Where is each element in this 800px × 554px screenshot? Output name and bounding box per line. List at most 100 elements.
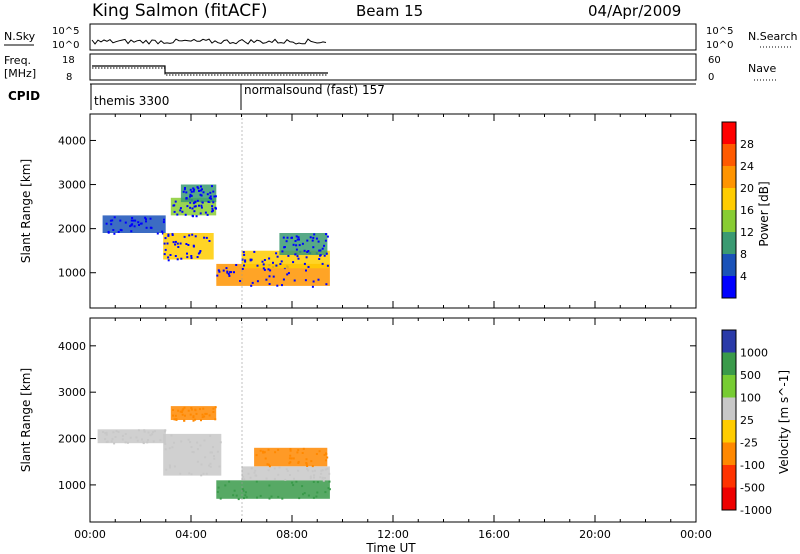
power-speckle xyxy=(174,255,177,257)
power-speckle xyxy=(169,254,172,256)
velocity-speckle xyxy=(297,449,300,452)
velocity-speckle xyxy=(213,457,216,460)
velocity-speckle xyxy=(214,418,217,421)
velocity-speckle xyxy=(277,473,280,476)
power-speckle xyxy=(315,237,318,240)
velocity-speckle xyxy=(106,440,109,443)
velocity-colorbar-swatch xyxy=(722,397,736,420)
power-speckle xyxy=(318,249,321,252)
velocity-speckle xyxy=(126,441,129,444)
power-speckle xyxy=(196,256,199,258)
velocity-speckle xyxy=(268,465,271,468)
power-colorbar-tick: 16 xyxy=(740,204,754,217)
velocity-speckle xyxy=(211,451,213,454)
power-speckle xyxy=(193,201,196,204)
power-speckle xyxy=(171,233,174,236)
power-speckle xyxy=(241,267,244,270)
power-speckle xyxy=(192,190,195,193)
velocity-speckle xyxy=(285,468,288,471)
power-speckle xyxy=(198,190,200,192)
power-speckle xyxy=(186,205,189,208)
velocity-speckle xyxy=(306,467,309,470)
power-speckle xyxy=(113,216,116,219)
power-colorbar-swatch xyxy=(722,210,736,232)
power-speckle xyxy=(183,235,186,238)
power-speckle xyxy=(173,210,176,213)
power-speckle xyxy=(305,269,307,272)
velocity-speckle xyxy=(292,484,295,487)
velocity-speckle xyxy=(241,488,244,491)
power-speckle xyxy=(205,236,208,239)
velocity-speckle xyxy=(305,458,308,461)
power-speckle xyxy=(134,219,137,222)
power-speckle xyxy=(192,187,195,190)
velocity-speckle xyxy=(111,437,114,440)
velocity-speckle xyxy=(172,414,175,417)
power-speckle xyxy=(163,242,166,245)
velocity-colorbar-tick: -500 xyxy=(740,482,765,495)
power-colorbar-tick: 12 xyxy=(740,226,754,239)
power-speckle xyxy=(199,189,202,192)
power-speckle xyxy=(282,236,285,239)
velocity-speckle xyxy=(117,431,120,433)
velocity-ylabel: Slant Range [km] xyxy=(19,368,33,472)
power-speckle xyxy=(131,217,134,219)
velocity-speckle xyxy=(194,418,197,421)
velocity-speckle xyxy=(121,434,124,437)
power-speckle xyxy=(211,205,214,208)
velocity-speckle xyxy=(243,478,246,481)
velocity-speckle xyxy=(143,430,146,433)
power-speckle xyxy=(303,249,306,252)
velocity-speckle xyxy=(190,446,193,449)
power-speckle xyxy=(295,244,298,247)
velocity-speckle xyxy=(168,447,171,450)
y-tick-label: 3000 xyxy=(58,386,86,399)
y-tick-label: 2000 xyxy=(58,433,86,446)
power-speckle xyxy=(130,219,133,222)
velocity-speckle xyxy=(153,430,156,433)
power-speckle xyxy=(198,204,200,207)
velocity-region xyxy=(254,447,328,467)
power-speckle xyxy=(226,270,229,273)
nave-tick-bottom: 0 xyxy=(708,72,714,83)
power-speckle xyxy=(186,252,188,255)
power-speckle xyxy=(179,207,182,210)
power-speckle xyxy=(117,231,120,233)
nsky-tick-bottom-left: 10^0 xyxy=(52,40,79,51)
velocity-speckle xyxy=(147,439,149,442)
power-speckle xyxy=(309,236,312,239)
power-speckle xyxy=(164,237,167,240)
power-speckle xyxy=(285,240,288,243)
power-speckle xyxy=(145,226,148,229)
power-speckle xyxy=(313,233,316,236)
power-speckle xyxy=(156,232,159,235)
power-speckle xyxy=(304,279,307,282)
velocity-speckle xyxy=(164,448,167,451)
power-speckle xyxy=(286,273,289,276)
velocity-speckle xyxy=(209,434,212,437)
power-speckle xyxy=(244,260,247,263)
velocity-speckle xyxy=(149,434,152,437)
velocity-speckle xyxy=(124,433,127,435)
power-speckle xyxy=(319,249,322,252)
velocity-speckle xyxy=(212,446,214,449)
power-speckle xyxy=(251,281,254,284)
power-speckle xyxy=(183,188,186,191)
power-speckle xyxy=(298,244,301,247)
velocity-speckle xyxy=(113,442,116,445)
power-speckle xyxy=(217,269,220,272)
power-speckle xyxy=(193,188,196,191)
y-tick-label: 1000 xyxy=(58,267,86,280)
power-speckle xyxy=(281,284,283,287)
power-speckle xyxy=(149,226,152,229)
power-speckle xyxy=(131,223,134,226)
power-speckle xyxy=(312,236,315,239)
velocity-speckle xyxy=(325,459,327,462)
velocity-speckle xyxy=(163,430,166,433)
x-axis-label: Time UT xyxy=(365,541,416,554)
velocity-speckle xyxy=(190,473,193,476)
power-speckle xyxy=(243,253,246,256)
power-speckle xyxy=(192,215,194,218)
velocity-speckle xyxy=(237,498,240,501)
velocity-speckle xyxy=(256,496,258,499)
